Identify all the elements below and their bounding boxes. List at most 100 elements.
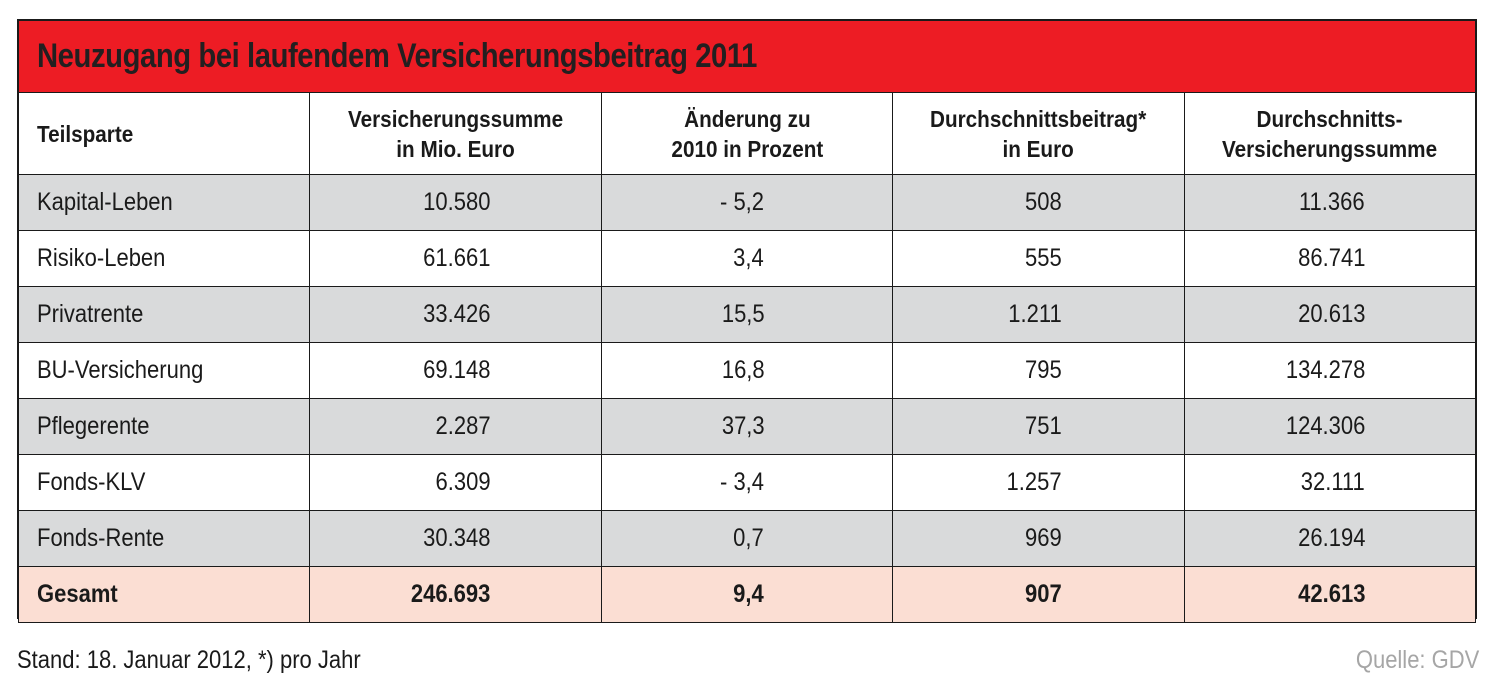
cell-text: BU-Versicherung	[37, 356, 204, 384]
cell-text: 32.111	[1300, 468, 1365, 496]
value-cell: 26.194	[1183, 510, 1477, 567]
cell-text: 37,3	[721, 412, 765, 440]
total-value-cell: 246.693	[309, 566, 602, 623]
value-cell: 134.278	[1183, 342, 1477, 399]
column-header-durchschnittsbeitrag: Durchschnittsbeitrag* in Euro	[892, 92, 1185, 175]
cell-text: 11.366	[1299, 188, 1365, 216]
total-row: Gesamt 246.693 9,4 907 42.613	[17, 566, 1477, 623]
total-value-cell: 907	[892, 566, 1185, 623]
column-header-line: Durchschnittsbeitrag*	[930, 105, 1147, 132]
cell-text: 26.194	[1297, 524, 1365, 552]
value-cell: 0,7	[600, 510, 894, 567]
value-cell: 86.741	[1183, 230, 1477, 287]
total-value-cell: 42.613	[1183, 566, 1477, 623]
cell-text: Gesamt	[37, 580, 118, 608]
cell-text: 1.211	[1008, 300, 1062, 328]
value-cell: 795	[892, 342, 1185, 399]
cell-text: 86.741	[1297, 244, 1365, 272]
value-cell: 3,4	[600, 230, 894, 287]
value-cell: 16,8	[600, 342, 894, 399]
cell-text: Kapital-Leben	[37, 188, 173, 216]
row-label-cell: Privatrente	[17, 286, 311, 343]
column-header-line: in Euro	[1002, 135, 1075, 162]
column-header-text: Durchschnittsbeitrag* in Euro	[930, 104, 1146, 164]
cell-text: 42.613	[1297, 580, 1365, 608]
value-cell: 1.211	[892, 286, 1185, 343]
cell-text: 795	[1024, 356, 1062, 384]
value-cell: 61.661	[309, 230, 602, 287]
value-cell: 20.613	[1183, 286, 1477, 343]
total-value-cell: 9,4	[600, 566, 894, 623]
cell-text: 69.148	[423, 356, 491, 384]
value-cell: 508	[892, 174, 1185, 231]
cell-text: - 3,4	[720, 468, 765, 496]
column-header-teilsparte: Teilsparte	[17, 92, 311, 175]
value-cell: 969	[892, 510, 1185, 567]
column-header-line: Änderung zu	[683, 105, 811, 132]
table-body: Kapital-Leben 10.580 - 5,2 508 11.366 Ri…	[17, 174, 1477, 623]
table-row: Fonds-KLV 6.309 - 3,4 1.257 32.111	[17, 454, 1477, 511]
total-label-cell: Gesamt	[17, 566, 311, 623]
value-cell: 555	[892, 230, 1185, 287]
cell-text: 751	[1024, 412, 1062, 440]
cell-text: 124.306	[1285, 412, 1365, 440]
cell-text: 0,7	[733, 524, 765, 552]
value-cell: 33.426	[309, 286, 602, 343]
table-row: Pflegerente 2.287 37,3 751 124.306	[17, 398, 1477, 455]
row-label-cell: Kapital-Leben	[17, 174, 311, 231]
table-row: Fonds-Rente 30.348 0,7 969 26.194	[17, 510, 1477, 567]
value-cell: 2.287	[309, 398, 602, 455]
row-label-cell: Fonds-Rente	[17, 510, 311, 567]
row-label-cell: Risiko-Leben	[17, 230, 311, 287]
table-row: BU-Versicherung 69.148 16,8 795 134.278	[17, 342, 1477, 399]
column-header-text: Durchschnitts- Versicherungssumme	[1222, 104, 1437, 164]
row-label-cell: Fonds-KLV	[17, 454, 311, 511]
cell-text: 2.287	[435, 412, 491, 440]
cell-text: 33.426	[423, 300, 491, 328]
cell-text: 969	[1024, 524, 1062, 552]
cell-text: 20.613	[1297, 300, 1365, 328]
cell-text: 907	[1024, 580, 1062, 608]
cell-text: 30.348	[423, 524, 491, 552]
cell-text: 3,4	[733, 244, 765, 272]
header-row: Teilsparte Versicherungssumme in Mio. Eur…	[17, 92, 1477, 175]
source-credit: Quelle: GDV	[1355, 646, 1479, 674]
footnote: Stand: 18. Januar 2012, *) pro Jahr	[17, 646, 361, 674]
value-cell: 37,3	[600, 398, 894, 455]
cell-text: Privatrente	[37, 300, 144, 328]
table-row: Privatrente 33.426 15,5 1.211 20.613	[17, 286, 1477, 343]
value-cell: 30.348	[309, 510, 602, 567]
value-cell: 11.366	[1183, 174, 1477, 231]
cell-text: Pflegerente	[37, 412, 150, 440]
cell-text: 16,8	[721, 356, 765, 384]
value-cell: 69.148	[309, 342, 602, 399]
cell-text: 9,4	[733, 580, 765, 608]
column-header-text: Versicherungssumme in Mio. Euro	[348, 104, 563, 164]
column-header-versicherungssumme: Versicherungssumme in Mio. Euro	[309, 92, 602, 175]
cell-text: 555	[1024, 244, 1062, 272]
cell-text: Risiko-Leben	[37, 244, 166, 272]
value-cell: 1.257	[892, 454, 1185, 511]
column-header-line: Versicherungssumme	[1222, 135, 1438, 162]
column-header-line: Versicherungssumme	[348, 105, 564, 132]
table-row: Risiko-Leben 61.661 3,4 555 86.741	[17, 230, 1477, 287]
column-header-aenderung: Änderung zu 2010 in Prozent	[600, 92, 894, 175]
cell-text: 1.257	[1006, 468, 1062, 496]
value-cell: 6.309	[309, 454, 602, 511]
cell-text: Fonds-KLV	[37, 468, 146, 496]
cell-text: 15,5	[721, 300, 765, 328]
table-title-text: Neuzugang bei laufendem Versicherungsbei…	[37, 37, 757, 75]
row-label-cell: Pflegerente	[17, 398, 311, 455]
value-cell: - 5,2	[600, 174, 894, 231]
column-header-line: Durchschnitts-	[1256, 105, 1403, 132]
cell-text: Fonds-Rente	[37, 524, 165, 552]
column-header-line: in Mio. Euro	[396, 135, 515, 162]
cell-text: 6.309	[435, 468, 491, 496]
value-cell: 124.306	[1183, 398, 1477, 455]
data-table-frame: Neuzugang bei laufendem Versicherungsbei…	[17, 19, 1477, 623]
column-header-durchschnitts-versicherungssumme: Durchschnitts- Versicherungssumme	[1183, 92, 1477, 175]
value-cell: 10.580	[309, 174, 602, 231]
table-title: Neuzugang bei laufendem Versicherungsbei…	[18, 20, 1476, 93]
value-cell: 751	[892, 398, 1185, 455]
cell-text: 246.693	[411, 580, 491, 608]
